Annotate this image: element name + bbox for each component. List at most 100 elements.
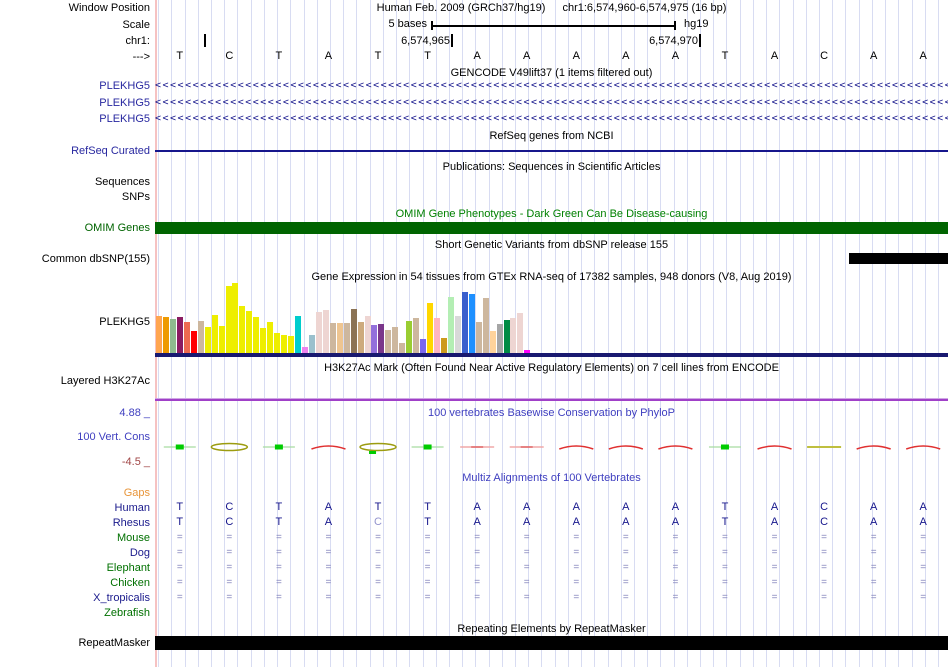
gtex-bar[interactable]: [239, 306, 246, 353]
sequence-letter: A: [324, 50, 333, 62]
gtex-bar[interactable]: [329, 323, 336, 353]
gtex-bar[interactable]: [308, 335, 315, 353]
multiz-base-letter: A: [770, 516, 779, 528]
gtex-bar[interactable]: [385, 330, 392, 353]
gtex-bar[interactable]: [190, 331, 197, 353]
gtex-bar[interactable]: [267, 322, 274, 353]
snps-label[interactable]: SNPs: [121, 191, 150, 203]
omim-genes-label[interactable]: OMIM Genes: [84, 222, 150, 234]
multiz-align-mark: =: [275, 562, 282, 573]
multiz-species-label-gaps[interactable]: Gaps: [123, 487, 150, 499]
refseq-curated-label[interactable]: RefSeq Curated: [71, 145, 150, 157]
conservation-wiggle[interactable]: [155, 435, 948, 460]
gtex-bar[interactable]: [176, 317, 183, 353]
gtex-bar[interactable]: [218, 326, 225, 353]
sequence-letter: A: [622, 50, 630, 62]
gtex-bar[interactable]: [371, 325, 378, 353]
gtex-bar[interactable]: [336, 323, 343, 353]
gtex-bar[interactable]: [260, 328, 267, 353]
gtex-bar[interactable]: [468, 294, 475, 353]
common-dbsnp-label[interactable]: Common dbSNP(155): [41, 253, 150, 265]
gtex-bar[interactable]: [204, 327, 211, 353]
gtex-bar[interactable]: [274, 333, 281, 353]
gtex-bar[interactable]: [482, 298, 489, 353]
gtex-bar[interactable]: [183, 322, 190, 353]
gtex-bar[interactable]: [475, 322, 482, 353]
gtex-bar[interactable]: [225, 286, 232, 353]
gene-label-plekhg5[interactable]: PLEKHG5: [99, 113, 150, 125]
omim-gene-bar[interactable]: [155, 222, 948, 234]
gtex-bar[interactable]: [489, 331, 496, 353]
gtex-bar[interactable]: [447, 297, 454, 353]
multiz-species-label-zebrafish[interactable]: Zebrafish: [104, 607, 150, 619]
gtex-bar[interactable]: [253, 317, 260, 353]
gtex-bar[interactable]: [350, 309, 357, 353]
multiz-species-label-dog[interactable]: Dog: [129, 547, 150, 559]
gtex-bar[interactable]: [169, 319, 176, 353]
gtex-bar[interactable]: [246, 311, 253, 353]
gtex-bar[interactable]: [281, 335, 288, 353]
gtex-bar[interactable]: [343, 323, 350, 353]
guideline: [752, 0, 754, 667]
multiz-align-mark: =: [722, 547, 728, 558]
gtex-bar[interactable]: [399, 343, 406, 353]
gtex-bar[interactable]: [211, 315, 218, 353]
gtex-bar[interactable]: [420, 339, 427, 353]
gtex-bar[interactable]: [378, 324, 385, 353]
gene-label-plekhg5[interactable]: PLEKHG5: [99, 80, 150, 92]
dbsnp-variant-bar[interactable]: [849, 253, 948, 264]
gene-strand-arrows[interactable]: <<<<<<<<<<<<<<<<<<<<<<<<<<<<<<<<<<<<<<<<…: [155, 97, 948, 108]
gtex-bar[interactable]: [406, 321, 413, 353]
gtex-bar[interactable]: [232, 283, 239, 353]
multiz-species-label-rhesus[interactable]: Rhesus: [112, 517, 150, 529]
gtex-bar[interactable]: [364, 316, 371, 353]
multiz-align-mark: =: [771, 547, 778, 558]
repeatmasker-bar[interactable]: [155, 636, 948, 650]
gtex-bar[interactable]: [517, 313, 524, 353]
multiz-species-label-human[interactable]: Human: [114, 502, 150, 514]
conservation-min-label: -4.5 _: [121, 456, 150, 468]
gtex-bar[interactable]: [496, 324, 503, 353]
gtex-gene-label[interactable]: PLEKHG5: [99, 316, 150, 328]
gtex-bar[interactable]: [301, 347, 308, 353]
gtex-bar[interactable]: [315, 312, 322, 353]
guideline: [528, 0, 530, 667]
gtex-bar[interactable]: [413, 318, 420, 353]
sequences-label[interactable]: Sequences: [94, 176, 150, 188]
multiz-species-label-mouse[interactable]: Mouse: [116, 532, 150, 544]
multiz-species-label-chicken[interactable]: Chicken: [110, 577, 150, 589]
gtex-gene-model-line[interactable]: [155, 353, 948, 357]
gtex-bar[interactable]: [524, 350, 531, 353]
gtex-bar[interactable]: [288, 336, 295, 353]
gtex-bar[interactable]: [510, 318, 517, 353]
gtex-bar[interactable]: [454, 316, 461, 353]
gtex-bar[interactable]: [461, 292, 468, 353]
multiz-species-label-x_tropicalis[interactable]: X_tropicalis: [93, 592, 150, 604]
multiz-align-mark: =: [226, 592, 233, 603]
gtex-bar[interactable]: [427, 303, 434, 353]
gtex-bar[interactable]: [322, 310, 329, 353]
gtex-bar[interactable]: [357, 322, 364, 353]
multiz-align-mark: =: [375, 577, 381, 588]
conservation-label[interactable]: 100 Vert. Cons: [77, 431, 150, 443]
layered-h3k27ac-label[interactable]: Layered H3K27Ac: [60, 375, 150, 387]
multiz-species-label-elephant[interactable]: Elephant: [106, 562, 150, 574]
gtex-bar[interactable]: [392, 327, 399, 353]
gtex-bar[interactable]: [503, 320, 510, 353]
gene-label-plekhg5[interactable]: PLEKHG5: [99, 97, 150, 109]
gtex-bar[interactable]: [156, 316, 162, 353]
gtex-bar[interactable]: [197, 321, 204, 353]
assembly-short-label: hg19: [684, 18, 709, 30]
gtex-bar[interactable]: [162, 317, 169, 353]
gtex-bar[interactable]: [295, 316, 301, 353]
gtex-bar[interactable]: [434, 318, 440, 353]
gene-strand-arrows[interactable]: <<<<<<<<<<<<<<<<<<<<<<<<<<<<<<<<<<<<<<<<…: [155, 113, 948, 124]
multiz-align-mark: =: [424, 547, 431, 558]
gene-strand-arrows[interactable]: <<<<<<<<<<<<<<<<<<<<<<<<<<<<<<<<<<<<<<<<…: [155, 80, 948, 91]
gtex-bar[interactable]: [440, 338, 447, 353]
refseq-gene-line[interactable]: [155, 150, 948, 152]
window-position-label: Window Position: [68, 2, 150, 14]
repeatmasker-label[interactable]: RepeatMasker: [78, 637, 150, 649]
multiz-base-letter: C: [820, 516, 829, 528]
